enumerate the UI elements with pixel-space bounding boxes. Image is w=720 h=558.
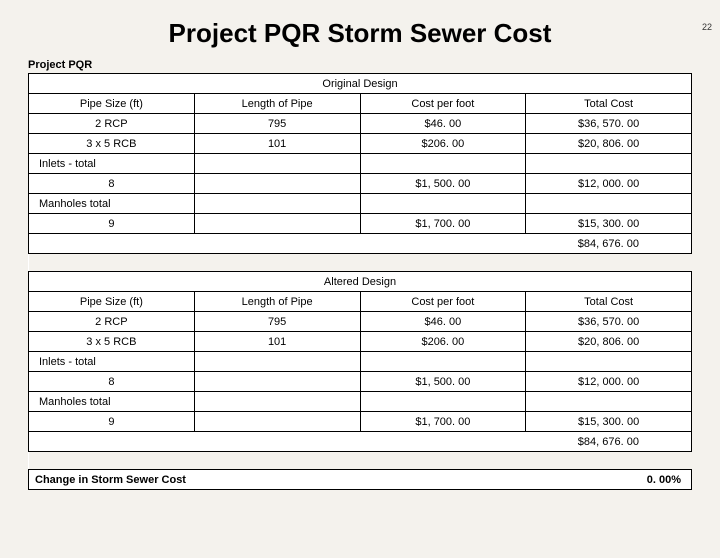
- cell: [194, 352, 360, 372]
- cell: [360, 352, 526, 372]
- cell: $20, 806. 00: [526, 134, 692, 154]
- manholes-label: Manholes total: [29, 194, 195, 214]
- table-row: 3 x 5 RCB 101 $206. 00 $20, 806. 00: [29, 134, 692, 154]
- gap-row: [29, 254, 692, 272]
- change-label: Change in Storm Sewer Cost: [29, 470, 526, 490]
- change-row: Change in Storm Sewer Cost 0. 00%: [29, 470, 692, 490]
- inlets-label: Inlets - total: [29, 154, 195, 174]
- cell: $1, 700. 00: [360, 214, 526, 234]
- page-title: Project PQR Storm Sewer Cost: [0, 18, 720, 49]
- cell: 9: [29, 214, 195, 234]
- cell: $1, 700. 00: [360, 412, 526, 432]
- gap-row: [29, 452, 692, 470]
- total-row: $84, 676. 00: [29, 234, 692, 254]
- cell: [526, 194, 692, 214]
- cell: 8: [29, 372, 195, 392]
- cell: [526, 154, 692, 174]
- col-header: Length of Pipe: [194, 94, 360, 114]
- cell: 2 RCP: [29, 114, 195, 134]
- cell: $46. 00: [360, 114, 526, 134]
- cell: $12, 000. 00: [526, 372, 692, 392]
- cell: [194, 372, 360, 392]
- col-header: Pipe Size (ft): [29, 292, 195, 312]
- manholes-label: Manholes total: [29, 392, 195, 412]
- page-number: 22: [702, 22, 712, 32]
- section-header-row: Original Design: [29, 74, 692, 94]
- cell: [194, 174, 360, 194]
- table-row: 2 RCP 795 $46. 00 $36, 570. 00: [29, 312, 692, 332]
- cost-table: Original Design Pipe Size (ft) Length of…: [28, 73, 692, 490]
- col-header: Cost per foot: [360, 94, 526, 114]
- table-row: 2 RCP 795 $46. 00 $36, 570. 00: [29, 114, 692, 134]
- cell: 101: [194, 332, 360, 352]
- cell: [526, 352, 692, 372]
- column-header-row: Pipe Size (ft) Length of Pipe Cost per f…: [29, 292, 692, 312]
- cell: 795: [194, 312, 360, 332]
- cell: [194, 214, 360, 234]
- cell: [194, 412, 360, 432]
- total-row: $84, 676. 00: [29, 432, 692, 452]
- table-row: 8 $1, 500. 00 $12, 000. 00: [29, 174, 692, 194]
- cell: $206. 00: [360, 134, 526, 154]
- cell: [360, 194, 526, 214]
- cell: [194, 194, 360, 214]
- table-row: 9 $1, 700. 00 $15, 300. 00: [29, 214, 692, 234]
- cell: [526, 392, 692, 412]
- cell: $1, 500. 00: [360, 174, 526, 194]
- cell: [360, 392, 526, 412]
- cell: 3 x 5 RCB: [29, 134, 195, 154]
- cell: $15, 300. 00: [526, 214, 692, 234]
- cell: $12, 000. 00: [526, 174, 692, 194]
- cell: [29, 432, 526, 452]
- col-header: Cost per foot: [360, 292, 526, 312]
- table-row: 3 x 5 RCB 101 $206. 00 $20, 806. 00: [29, 332, 692, 352]
- cell: [194, 392, 360, 412]
- altered-total: $84, 676. 00: [526, 432, 692, 452]
- cell: 9: [29, 412, 195, 432]
- cell: 795: [194, 114, 360, 134]
- cell: [29, 234, 526, 254]
- cell: [360, 154, 526, 174]
- cell: 101: [194, 134, 360, 154]
- cell: $36, 570. 00: [526, 312, 692, 332]
- section-header-row: Altered Design: [29, 272, 692, 292]
- col-header: Pipe Size (ft): [29, 94, 195, 114]
- table-row: Manholes total: [29, 194, 692, 214]
- table-row: 8 $1, 500. 00 $12, 000. 00: [29, 372, 692, 392]
- cell: $36, 570. 00: [526, 114, 692, 134]
- col-header: Length of Pipe: [194, 292, 360, 312]
- table-row: Inlets - total: [29, 154, 692, 174]
- altered-header: Altered Design: [29, 272, 692, 292]
- table-row: 9 $1, 700. 00 $15, 300. 00: [29, 412, 692, 432]
- original-header: Original Design: [29, 74, 692, 94]
- project-label: Project PQR: [28, 59, 692, 71]
- cell: $15, 300. 00: [526, 412, 692, 432]
- cell: $206. 00: [360, 332, 526, 352]
- cell: $46. 00: [360, 312, 526, 332]
- col-header: Total Cost: [526, 292, 692, 312]
- original-total: $84, 676. 00: [526, 234, 692, 254]
- content-area: Project PQR Original Design Pipe Size (f…: [0, 59, 720, 490]
- cell: 3 x 5 RCB: [29, 332, 195, 352]
- change-value: 0. 00%: [526, 470, 692, 490]
- col-header: Total Cost: [526, 94, 692, 114]
- table-row: Inlets - total: [29, 352, 692, 372]
- cell: 8: [29, 174, 195, 194]
- cell: $20, 806. 00: [526, 332, 692, 352]
- inlets-label: Inlets - total: [29, 352, 195, 372]
- cell: 2 RCP: [29, 312, 195, 332]
- cell: [194, 154, 360, 174]
- cell: $1, 500. 00: [360, 372, 526, 392]
- table-row: Manholes total: [29, 392, 692, 412]
- column-header-row: Pipe Size (ft) Length of Pipe Cost per f…: [29, 94, 692, 114]
